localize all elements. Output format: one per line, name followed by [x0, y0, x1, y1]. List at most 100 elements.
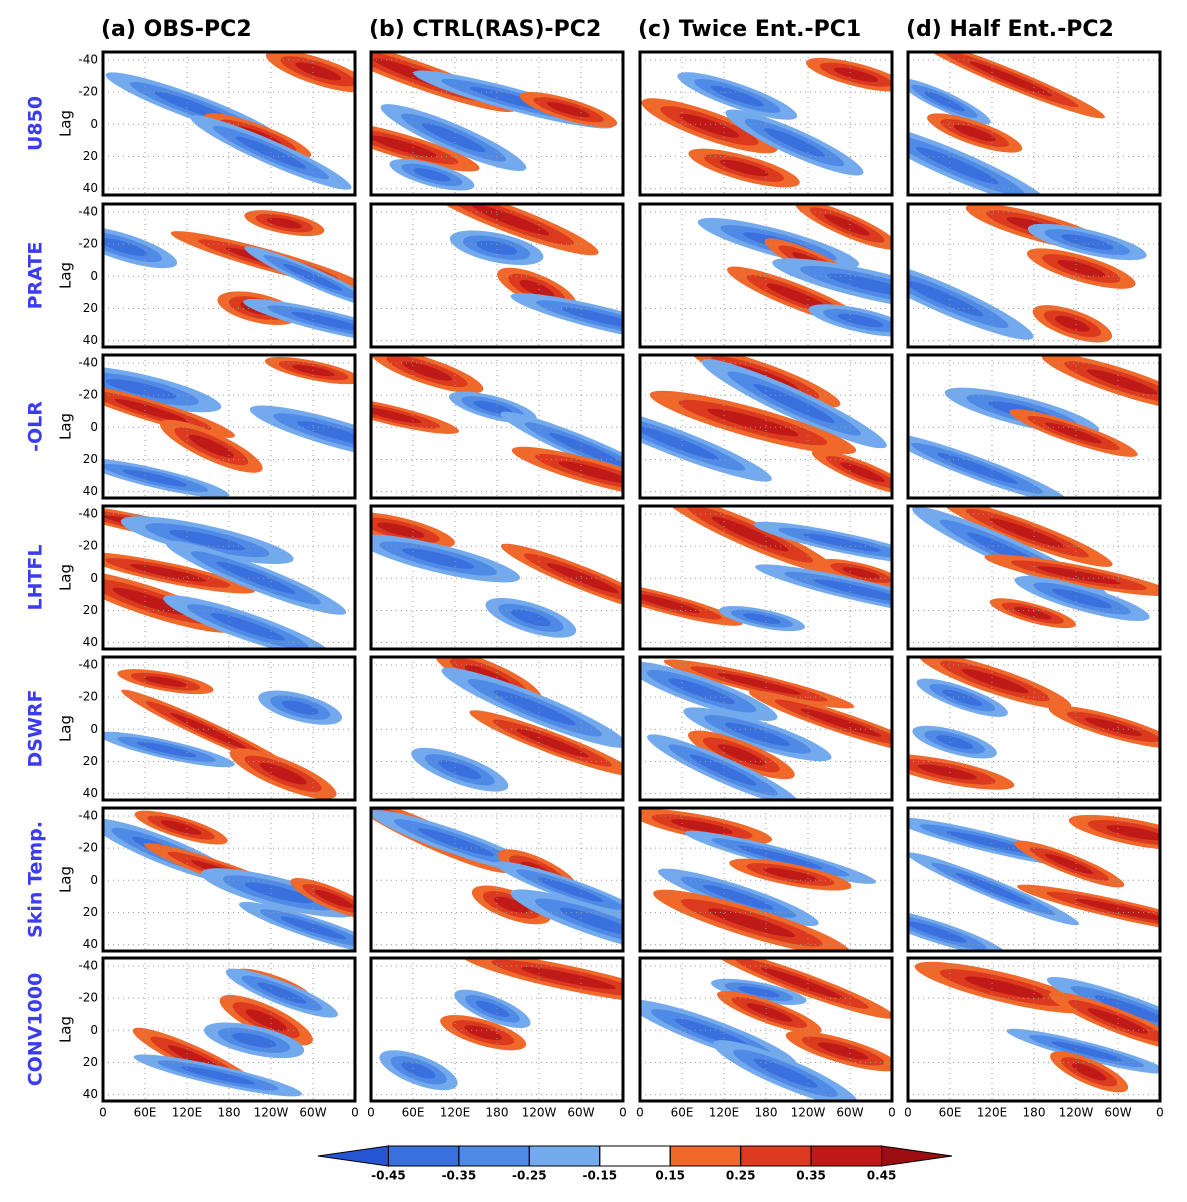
contour-band: [837, 313, 884, 328]
panel: [369, 353, 625, 500]
contours: [132, 968, 338, 1097]
contour-band: [547, 102, 590, 118]
contours: [640, 355, 892, 495]
contour-band: [1075, 898, 1160, 921]
contour-band: [1084, 717, 1142, 737]
contour-band: [763, 867, 818, 882]
panel-frame: [101, 353, 357, 500]
panel-frame: [906, 504, 1162, 651]
panel-frame: [638, 504, 894, 651]
y-tick-label: 40: [83, 937, 98, 951]
panel: [369, 202, 625, 349]
panel: [369, 655, 625, 802]
x-tick-label: 60W: [836, 1106, 863, 1120]
contours: [908, 355, 1160, 498]
contour-band: [473, 400, 513, 415]
contour-band: [537, 877, 604, 903]
panel: [638, 202, 894, 349]
contours: [908, 204, 1147, 343]
panel-frame: [638, 956, 894, 1103]
contour-band: [257, 982, 307, 1004]
contour-band: [376, 522, 425, 538]
contours: [640, 506, 892, 632]
contour-band: [761, 967, 843, 999]
row-label: CONV1000: [25, 973, 47, 1087]
contour-band: [546, 563, 620, 594]
contours: [912, 506, 1160, 629]
contours: [908, 52, 1105, 195]
x-tick-label: 0: [351, 1106, 359, 1120]
panel-frame: [101, 956, 357, 1103]
y-tick-label: 0: [90, 269, 98, 283]
contours: [914, 961, 1160, 1093]
x-tick-label: 0: [888, 1106, 896, 1120]
y-tick-label: -20: [78, 690, 98, 704]
panel: [101, 504, 357, 651]
y-tick-label: -40: [78, 507, 98, 521]
contours: [641, 57, 892, 188]
contour-band: [824, 214, 870, 236]
contour-band: [743, 613, 781, 624]
column-title: (d) Half Ent.-PC2: [906, 17, 1114, 42]
contours: [371, 52, 618, 191]
contour-band: [413, 168, 451, 182]
colorbar-cell: [387, 1145, 460, 1167]
contour-band: [908, 280, 984, 317]
column-title: (a) OBS-PC2: [101, 17, 252, 42]
column-title: (b) CTRL(RAS)-PC2: [369, 17, 601, 42]
y-axis-label: Lag: [57, 262, 75, 289]
y-tick-label: -40: [78, 959, 98, 973]
panel-frame: [369, 353, 625, 500]
panel: [638, 806, 894, 953]
panel-frame: [369, 504, 625, 651]
x-tick-label: 60E: [671, 1106, 694, 1120]
contour-band: [671, 819, 733, 835]
y-tick-label: 20: [83, 1055, 98, 1069]
panel: [906, 202, 1162, 349]
contour-band: [1061, 234, 1114, 250]
y-tick-label: 0: [90, 420, 98, 434]
y-tick-label: 20: [83, 603, 98, 617]
contour-band: [946, 831, 1032, 854]
x-tick-label: 120E: [440, 1106, 471, 1120]
colorbar-label: -0.15: [582, 1169, 617, 1183]
x-tick-label: 180: [755, 1106, 778, 1120]
x-tick-label: 60W: [567, 1106, 594, 1120]
panel: [369, 50, 625, 197]
contour-band: [964, 976, 1044, 999]
contour-band: [103, 238, 147, 257]
contour-band: [961, 668, 1029, 694]
contour-band: [371, 135, 437, 158]
contour-band: [702, 884, 774, 910]
y-tick-label: -20: [78, 991, 98, 1005]
contours: [908, 814, 1160, 951]
contour-band: [711, 516, 789, 552]
y-tick-label: 20: [83, 452, 98, 466]
y-tick-label: -20: [78, 841, 98, 855]
contour-band: [314, 889, 354, 908]
contour-band: [1037, 566, 1121, 585]
y-tick-label: -20: [78, 539, 98, 553]
contour-band: [738, 845, 823, 869]
x-tick-label: 120E: [172, 1106, 203, 1120]
contour-band: [519, 279, 555, 298]
contour-band: [548, 432, 623, 466]
contour-band: [942, 689, 983, 706]
contour-band: [493, 690, 576, 726]
contour-band: [917, 764, 977, 780]
contour-band: [105, 379, 177, 399]
panel: [369, 806, 625, 953]
panel-frame: [906, 353, 1162, 500]
colorbar-label: -0.45: [371, 1169, 406, 1183]
contour-band: [129, 563, 207, 582]
panel: [638, 504, 894, 651]
row-label: Skin Temp.: [25, 821, 47, 938]
contours: [103, 669, 343, 800]
colorbar-extend: [317, 1145, 389, 1167]
contours: [371, 808, 623, 951]
y-tick-label: 40: [83, 786, 98, 800]
colorbar-label: -0.25: [512, 1169, 547, 1183]
contour-band: [210, 613, 285, 641]
panel: [369, 504, 625, 651]
contours: [640, 659, 892, 800]
